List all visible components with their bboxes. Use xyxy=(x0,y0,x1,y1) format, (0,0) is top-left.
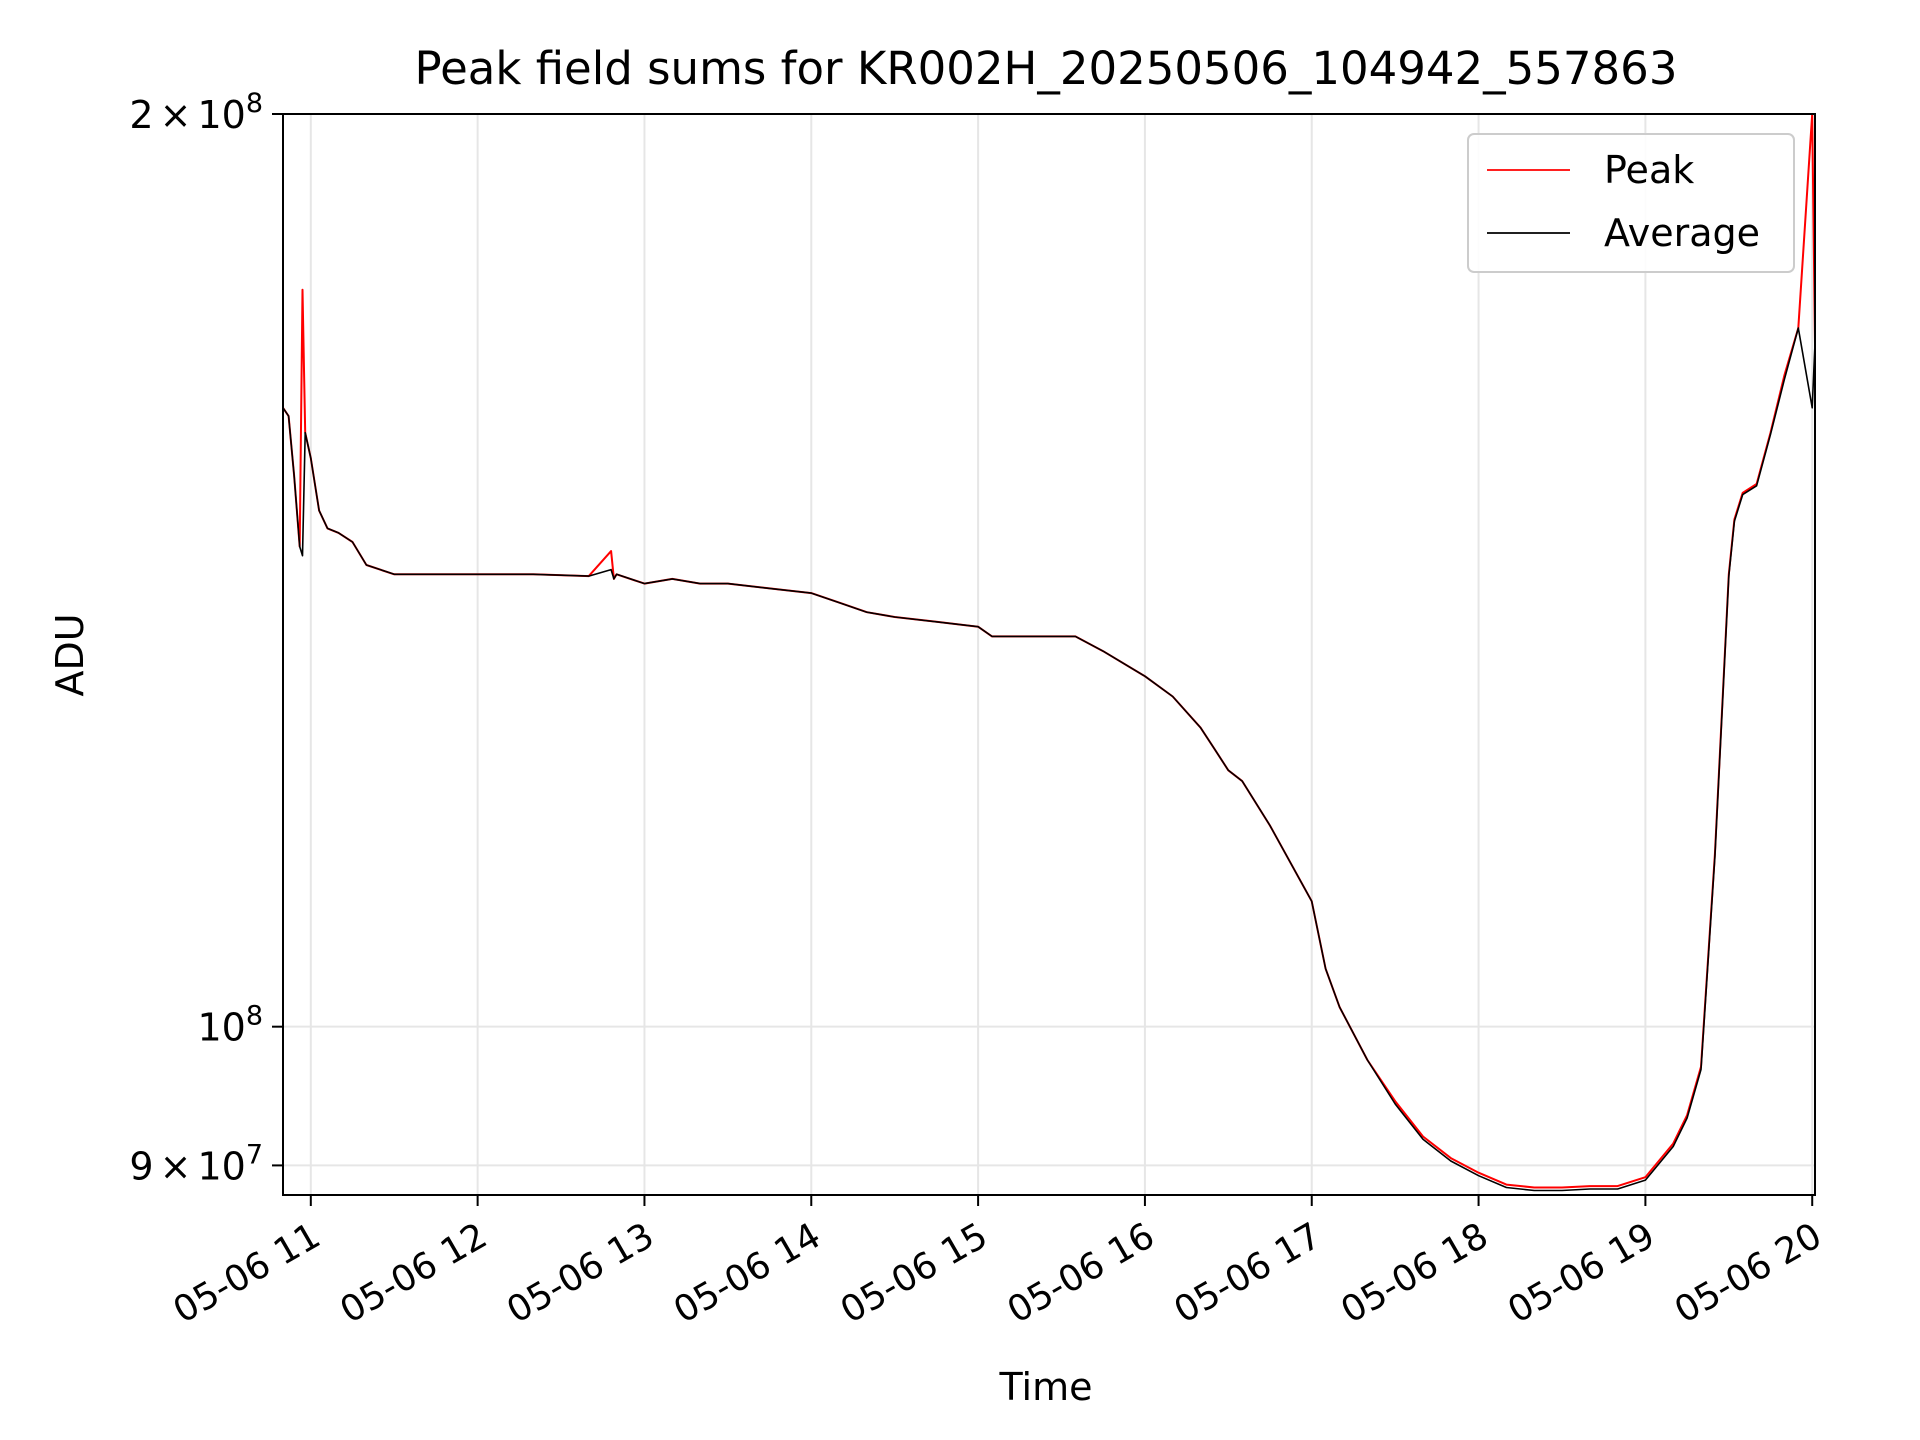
y-tick-times: × xyxy=(160,1144,192,1188)
y-tick-base: 10 xyxy=(197,1144,245,1188)
y-tick-mantissa: 9 xyxy=(129,1144,153,1188)
legend: Peak Average xyxy=(1467,133,1795,273)
x-axis-label: Time xyxy=(999,1365,1093,1409)
y-tick-base: 10 xyxy=(197,1006,245,1050)
y-tick-base: 10 xyxy=(197,93,245,137)
y-axis-label: ADU xyxy=(48,613,92,696)
legend-label-peak: Peak xyxy=(1604,148,1694,192)
series-line-average xyxy=(282,327,1816,1192)
legend-frame xyxy=(1467,133,1795,273)
y-tick-label: 108 xyxy=(197,1001,263,1050)
y-tick-label: 9 × 107 xyxy=(129,1139,263,1188)
chart-title: Peak field sums for KR002H_20250506_1049… xyxy=(415,42,1678,95)
y-tick-label: 2 × 108 xyxy=(129,88,263,137)
series-layer xyxy=(282,113,1816,1192)
y-tick-exponent: 7 xyxy=(246,1139,263,1170)
y-tick-times: × xyxy=(160,93,192,137)
y-tick-mantissa: 2 xyxy=(129,93,153,137)
legend-label-average: Average xyxy=(1604,211,1760,255)
plot-frame xyxy=(282,113,1816,1196)
y-tick-exponent: 8 xyxy=(246,88,263,119)
y-tick-exponent: 8 xyxy=(246,1001,263,1032)
